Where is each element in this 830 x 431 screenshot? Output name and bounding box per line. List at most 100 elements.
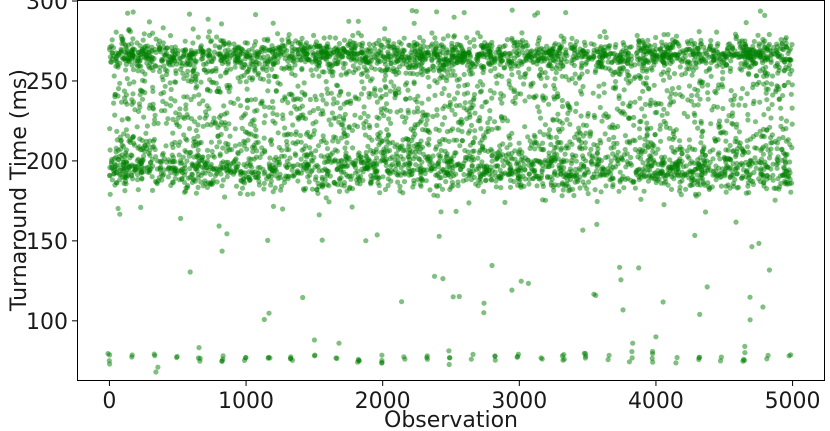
scatter-point xyxy=(778,115,784,121)
scatter-point xyxy=(193,127,199,134)
scatter-point xyxy=(162,108,168,114)
scatter-point xyxy=(192,58,198,64)
scatter-point xyxy=(314,43,320,50)
scatter-point xyxy=(551,187,557,193)
scatter-point xyxy=(218,73,224,79)
scatter-point xyxy=(757,179,764,185)
scatter-point xyxy=(489,95,495,101)
scatter-point xyxy=(769,101,775,108)
scatter-point xyxy=(533,140,540,146)
scatter-point xyxy=(666,136,672,142)
scatter-point xyxy=(206,47,212,53)
scatter-point xyxy=(573,153,579,159)
scatter-point xyxy=(126,58,132,64)
scatter-point xyxy=(528,81,534,87)
scatter-point xyxy=(484,42,491,48)
scatter-point xyxy=(760,151,767,157)
scatter-point xyxy=(517,58,523,64)
scatter-point xyxy=(469,157,475,164)
scatter-point xyxy=(425,74,431,80)
scatter-point xyxy=(444,169,450,175)
scatter-point xyxy=(448,58,454,64)
scatter-point xyxy=(591,42,597,48)
scatter-point xyxy=(672,51,678,57)
scatter-point xyxy=(376,175,382,181)
scatter-point xyxy=(198,43,204,49)
scatter-point xyxy=(705,96,711,102)
scatter-point xyxy=(698,41,705,47)
scatter-point xyxy=(745,111,751,118)
scatter-point xyxy=(605,357,611,363)
scatter-point xyxy=(553,144,560,150)
scatter-point xyxy=(107,172,113,178)
scatter-point xyxy=(563,145,569,151)
scatter-point xyxy=(217,153,223,159)
scatter-point xyxy=(275,31,281,37)
scatter-point xyxy=(468,177,474,183)
scatter-point xyxy=(693,61,699,67)
scatter-point xyxy=(267,155,273,161)
scatter-point xyxy=(772,138,778,145)
scatter-point xyxy=(129,55,135,61)
scatter-point xyxy=(281,66,287,72)
scatter-point xyxy=(242,129,248,135)
y-axis-label: Turnaround Time (ms) xyxy=(7,69,32,312)
scatter-point xyxy=(408,50,414,56)
scatter-point xyxy=(200,123,206,129)
scatter-point xyxy=(470,102,476,108)
scatter-point xyxy=(151,121,157,127)
scatter-point xyxy=(417,119,423,125)
scatter-point xyxy=(187,269,193,275)
scatter-point xyxy=(181,115,187,121)
scatter-point xyxy=(715,41,721,47)
scatter-point xyxy=(507,161,513,167)
scatter-point xyxy=(320,133,326,139)
scatter-point xyxy=(743,169,750,175)
scatter-point xyxy=(472,110,478,116)
scatter-point xyxy=(211,154,217,160)
scatter-point xyxy=(641,60,647,66)
scatter-point xyxy=(707,43,713,50)
scatter-point xyxy=(119,99,125,105)
scatter-point xyxy=(357,115,364,121)
scatter-point xyxy=(658,71,664,77)
scatter-point xyxy=(312,58,318,64)
scatter-point xyxy=(661,54,667,60)
scatter-point xyxy=(409,8,415,14)
scatter-point xyxy=(561,165,567,171)
scatter-point xyxy=(762,162,769,168)
scatter-point xyxy=(301,146,307,152)
scatter-point xyxy=(621,87,627,93)
scatter-point xyxy=(308,150,314,156)
scatter-point xyxy=(502,50,508,56)
scatter-point xyxy=(753,60,759,66)
scatter-point xyxy=(148,54,154,60)
scatter-point xyxy=(765,147,771,153)
scatter-point xyxy=(481,310,487,316)
scatter-point xyxy=(266,104,272,110)
scatter-point xyxy=(738,61,744,67)
scatter-point xyxy=(412,153,418,159)
scatter-point xyxy=(616,95,622,101)
scatter-point xyxy=(420,38,426,44)
scatter-point xyxy=(550,116,556,122)
scatter-point xyxy=(620,101,626,107)
scatter-point xyxy=(250,149,256,155)
scatter-point xyxy=(536,109,542,115)
scatter-point xyxy=(352,40,358,47)
scatter-point xyxy=(553,134,560,140)
scatter-point xyxy=(277,175,283,181)
scatter-point xyxy=(222,48,228,54)
scatter-point xyxy=(255,170,261,176)
scatter-point xyxy=(198,79,204,85)
scatter-point xyxy=(424,50,430,56)
scatter-point xyxy=(130,36,136,42)
scatter-point xyxy=(510,98,516,104)
scatter-point xyxy=(201,165,207,171)
scatter-point xyxy=(728,88,734,94)
scatter-point xyxy=(521,183,527,189)
scatter-point xyxy=(747,171,754,177)
scatter-point xyxy=(131,169,137,175)
scatter-point xyxy=(150,88,156,94)
scatter-point xyxy=(250,191,256,197)
